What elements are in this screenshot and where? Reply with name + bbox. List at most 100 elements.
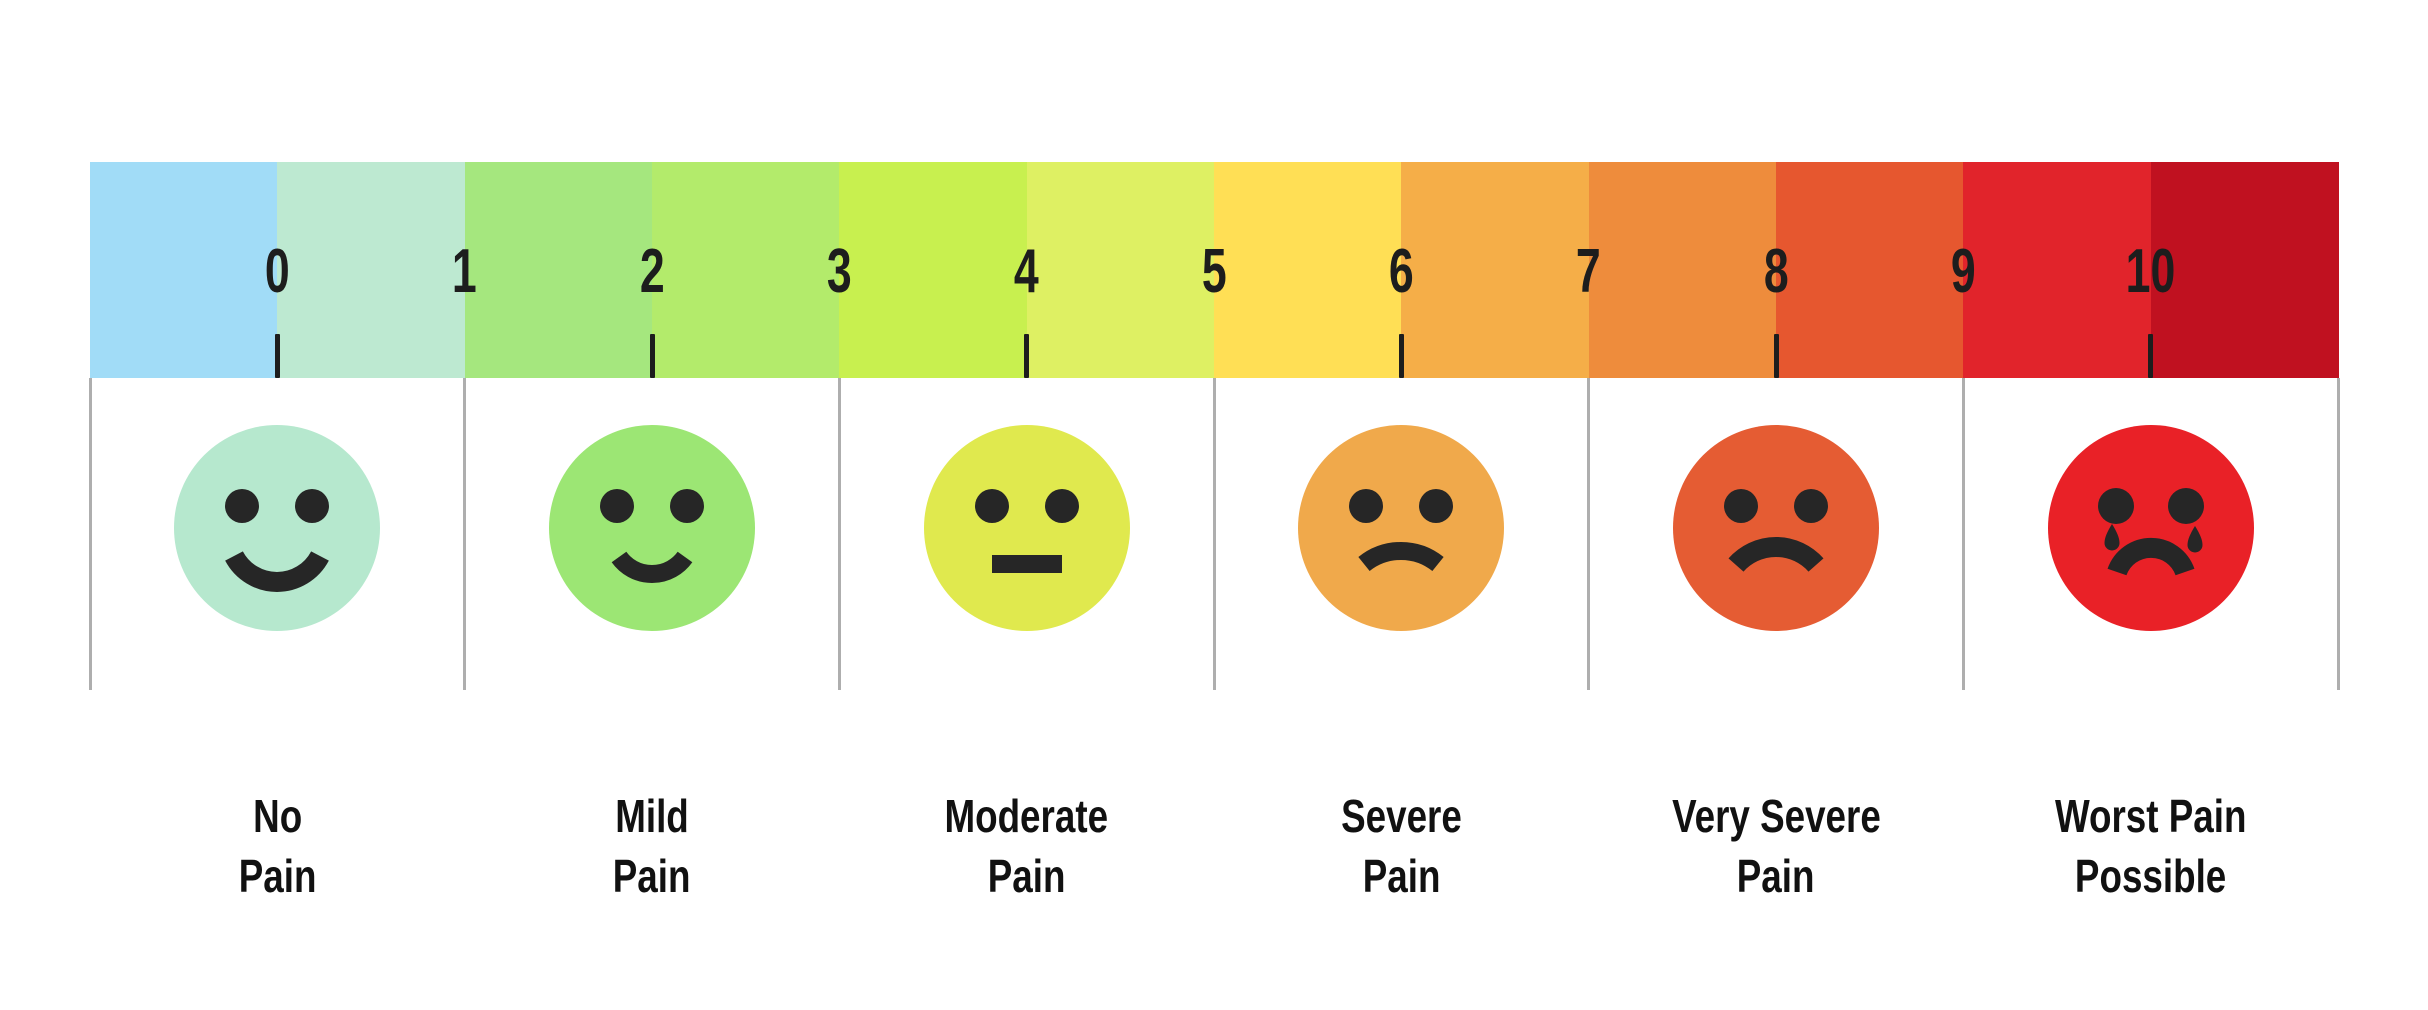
label-line1: Moderate: [944, 790, 1109, 842]
smile-mouth: [611, 551, 693, 583]
label-line2: Pain: [1737, 850, 1815, 902]
scale-bar: [90, 162, 2339, 378]
scale-segment-2: [464, 162, 653, 378]
cell-divider: [1212, 378, 1216, 690]
label-line1: Very Severe: [1671, 790, 1881, 842]
face-circle: [1298, 425, 1505, 631]
scale-number-3: 3: [769, 241, 909, 303]
cell-divider: [88, 378, 92, 690]
label-line2: Pain: [1362, 850, 1441, 902]
face-8-frown: [1670, 422, 1882, 639]
scale-number-10: 10: [2081, 241, 2221, 303]
tear-icon: [2104, 524, 2120, 551]
scale-number-4: 4: [957, 241, 1097, 303]
label-line2: Pain: [238, 850, 317, 902]
scale-tick-8: [1773, 334, 1779, 378]
face-circle: [174, 425, 381, 631]
scale-number-text: 0: [264, 237, 290, 306]
scale-number-text: 2: [639, 237, 665, 306]
scale-number-9: 9: [1893, 241, 2033, 303]
face-10-frown-tears: [2045, 422, 2257, 639]
face-svg: [1298, 425, 1505, 631]
scale-tick-0: [274, 334, 280, 378]
scale-segment-0: [90, 162, 279, 378]
neutral-mouth: [991, 555, 1062, 573]
scale-tick-2: [649, 334, 655, 378]
scale-number-text: 8: [1763, 237, 1789, 306]
scale-number-1: 1: [395, 241, 535, 303]
face-label-0: No Pain: [77, 786, 477, 906]
face-label-6: Severe Pain: [1201, 786, 1601, 906]
scale-segment-1: [277, 162, 466, 378]
scale-segment-9: [1776, 162, 1965, 378]
face-svg: [1673, 425, 1879, 631]
right-eye: [1419, 489, 1454, 523]
face-label-4: Moderate Pain: [827, 786, 1227, 906]
face-svg: [174, 425, 381, 631]
face-circle: [1673, 425, 1879, 631]
scale-tick-4: [1024, 334, 1030, 378]
face-4-neutral: [921, 422, 1133, 639]
cell-divider: [463, 378, 467, 690]
face-circle: [923, 425, 1130, 631]
right-eye: [2167, 488, 2204, 524]
cell-divider: [2336, 378, 2340, 690]
label-line1: Severe: [1340, 790, 1462, 842]
face-0-big-smile: [171, 422, 383, 639]
scale-segment-7: [1401, 162, 1590, 378]
scale-tick-10: [2148, 334, 2154, 378]
left-eye: [225, 489, 260, 523]
face-svg: [923, 425, 1130, 631]
scale-number-2: 2: [582, 241, 722, 303]
face-6-slight-frown: [1295, 422, 1507, 639]
label-line2: Pain: [987, 850, 1066, 902]
scale-tick-6: [1398, 334, 1404, 378]
face-2-smile: [546, 422, 758, 639]
scale-segment-5: [1026, 162, 1215, 378]
face-label-2: Mild Pain: [452, 786, 852, 906]
right-eye: [1044, 489, 1079, 523]
cell-divider: [837, 378, 841, 690]
scale-number-8: 8: [1706, 241, 1846, 303]
frown-mouth: [1358, 542, 1444, 572]
left-eye: [1349, 489, 1384, 523]
right-eye: [1794, 489, 1828, 523]
face-svg: [549, 425, 755, 631]
right-eye: [670, 489, 704, 523]
scale-segment-8: [1588, 162, 1777, 378]
frown-mouth: [2107, 537, 2195, 576]
frown-mouth: [1728, 537, 1824, 572]
cell-divider: [1961, 378, 1965, 690]
label-line1: Mild: [615, 790, 689, 842]
left-eye: [600, 489, 634, 523]
scale-number-5: 5: [1144, 241, 1284, 303]
cell-divider: [1587, 378, 1591, 690]
scale-number-7: 7: [1519, 241, 1659, 303]
label-line2: Possible: [2074, 850, 2227, 902]
left-eye: [974, 489, 1009, 523]
scale-segment-4: [839, 162, 1028, 378]
tear-icon: [2187, 526, 2203, 553]
right-eye: [295, 489, 330, 523]
scale-number-text: 6: [1388, 237, 1414, 306]
scale-number-text: 4: [1014, 237, 1040, 306]
left-eye: [1724, 489, 1758, 523]
left-eye: [2097, 488, 2134, 524]
face-label-10: Worst Pain Possible: [1951, 786, 2351, 906]
label-line2: Pain: [613, 850, 691, 902]
face-svg: [2047, 425, 2254, 631]
scale-number-text: 1: [452, 237, 478, 306]
face-circle: [2047, 425, 2254, 631]
scale-number-text: 10: [2125, 237, 2176, 306]
face-label-8: Very Severe Pain: [1576, 786, 1976, 906]
scale-number-0: 0: [207, 241, 347, 303]
scale-number-text: 9: [1950, 237, 1976, 306]
face-circle: [549, 425, 755, 631]
scale-number-text: 7: [1576, 237, 1602, 306]
scale-number-6: 6: [1331, 241, 1471, 303]
scale-number-text: 3: [826, 237, 852, 306]
scale-segment-6: [1214, 162, 1403, 378]
scale-number-text: 5: [1201, 237, 1227, 306]
scale-segment-10: [1963, 162, 2152, 378]
